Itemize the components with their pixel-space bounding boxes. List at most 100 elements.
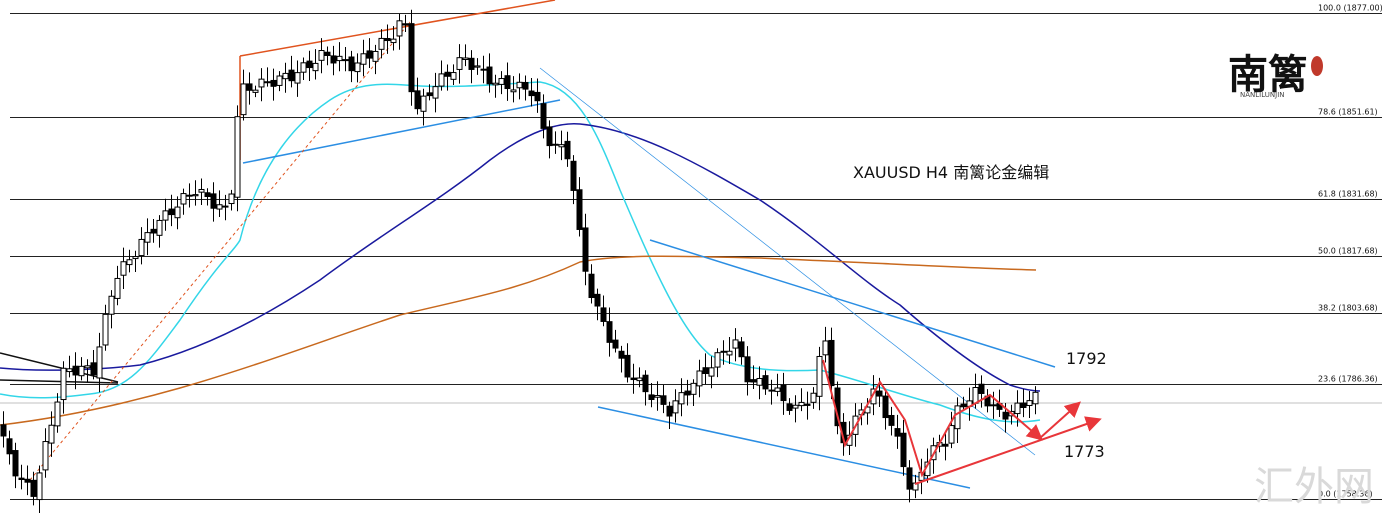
candle-body-163	[978, 383, 985, 394]
candle-body-14	[84, 365, 91, 369]
trendline-dashed-red	[29, 21, 411, 481]
candle-body-69	[414, 90, 421, 110]
candle-body-22	[132, 256, 139, 260]
candle-body-137	[822, 340, 829, 356]
candle-body-39	[234, 116, 241, 198]
candle-body-84	[504, 75, 511, 90]
candle-body-77	[462, 57, 469, 60]
candle-body-10	[60, 367, 67, 401]
candle-body-122	[732, 339, 739, 349]
candle-body-65	[390, 38, 397, 44]
candle-body-104	[624, 354, 631, 378]
candle-body-121	[726, 350, 733, 356]
fib-label-78.6: 78.6 (1851.61)	[1318, 108, 1378, 117]
candle-body-114	[684, 390, 691, 396]
candle-body-160	[960, 403, 967, 408]
seal-icon	[1311, 56, 1323, 76]
candle-body-136	[816, 355, 823, 397]
candle-body-128	[768, 389, 775, 392]
annotation-1773: 1773	[1064, 442, 1105, 461]
candle-body-62	[372, 50, 379, 62]
annotation-1792: 1792	[1066, 349, 1107, 368]
candle-body-56	[336, 55, 343, 62]
candle-body-150	[900, 432, 907, 468]
candle-body-100	[600, 307, 607, 322]
candle-body-76	[456, 57, 463, 70]
candle-body-102	[612, 339, 619, 349]
candle-body-93	[558, 144, 565, 148]
candle-body-67	[402, 23, 409, 26]
arrow-long-right	[914, 416, 1102, 485]
candle-body-112	[672, 400, 679, 414]
candle-body-29	[174, 206, 181, 219]
candle-body-83	[498, 78, 505, 85]
candle-body-109	[654, 395, 661, 398]
candle-body-133	[798, 401, 805, 407]
candle-body-105	[630, 377, 637, 381]
candle-body-148	[888, 414, 895, 426]
candle-body-111	[666, 405, 673, 417]
candle-body-43	[258, 78, 265, 88]
logo-text: 南篱	[1228, 51, 1308, 98]
candle-body-91	[546, 126, 553, 147]
zigzag-arrow	[822, 359, 1044, 478]
candle-body-48	[288, 69, 295, 82]
candle-body-42	[252, 89, 259, 93]
candle-body-94	[564, 140, 571, 160]
candle-body-147	[882, 395, 889, 419]
candle-body-50	[300, 62, 307, 73]
candle-body-60	[360, 53, 367, 65]
candle-body-24	[144, 232, 151, 243]
candle-body-86	[516, 81, 523, 89]
fib-label-100.0: 100.0 (1877.00)	[1318, 4, 1382, 13]
candle-body-138	[828, 339, 835, 387]
candle-body-36	[216, 204, 223, 210]
candle-body-47	[282, 72, 289, 80]
candle-body-41	[246, 83, 253, 91]
candle-body-9	[54, 401, 61, 427]
fib-label-0.0: 0.0 (1758.36)	[1318, 490, 1373, 499]
candle-body-96	[576, 189, 583, 230]
candle-body-5	[30, 479, 37, 497]
candle-body-89	[534, 91, 541, 102]
candle-body-7	[42, 441, 49, 471]
candle-body-11	[66, 368, 73, 373]
candle-body-46	[276, 75, 283, 86]
candle-body-132	[792, 404, 799, 409]
trendline-black-lower	[0, 379, 119, 384]
candle-body-169	[1014, 402, 1021, 415]
candle-body-73	[438, 73, 445, 87]
candle-body-72	[432, 86, 439, 99]
candle-body-171	[1026, 400, 1033, 407]
candle-body-49	[294, 72, 301, 84]
candle-body-106	[636, 377, 643, 382]
candle-body-165	[990, 404, 997, 407]
candle-body-125	[750, 379, 757, 383]
ma-fast-line	[0, 81, 1041, 423]
forecast-arrows	[822, 359, 1102, 485]
candle-body-71	[426, 92, 433, 97]
candle-body-116	[696, 370, 703, 387]
candle-body-58	[348, 56, 355, 72]
candle-body-23	[138, 238, 145, 257]
fib-label-23.6: 23.6 (1786.36)	[1318, 375, 1378, 384]
candle-body-4	[24, 478, 31, 483]
candle-body-108	[648, 394, 655, 401]
candle-body-34	[204, 192, 211, 198]
candle-body-126	[756, 377, 763, 386]
candle-body-12	[72, 365, 79, 376]
candle-body-33	[198, 188, 205, 193]
candle-body-13	[78, 365, 85, 377]
candle-body-124	[744, 356, 751, 383]
candle-body-0	[0, 424, 7, 437]
candle-body-30	[180, 193, 187, 205]
fib-levels: 100.0 (1877.00) 78.6 (1851.61) 61.8 (1831.…	[10, 4, 1382, 500]
chart-title: XAUUSD H4 南篱论金编辑	[853, 163, 1049, 182]
candle-body-51	[306, 60, 313, 69]
candle-body-8	[48, 424, 55, 444]
candle-body-159	[954, 405, 961, 430]
candle-body-99	[594, 293, 601, 307]
candle-body-167	[1002, 411, 1009, 420]
candle-body-117	[702, 367, 709, 375]
